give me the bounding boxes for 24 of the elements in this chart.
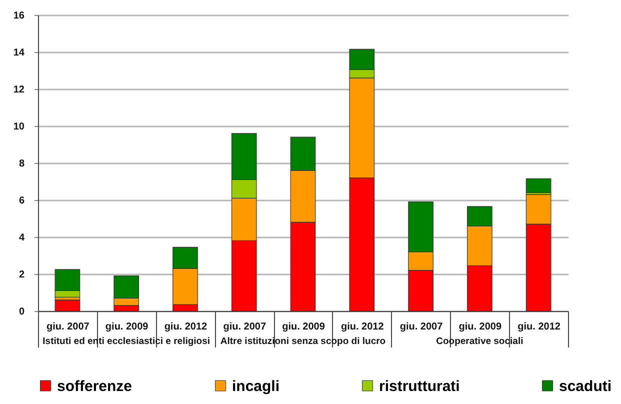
bar: [526, 178, 552, 193]
legend-label: sofferenze: [57, 378, 132, 395]
y-tick-label: 8: [18, 158, 25, 170]
x-tick-label: giu. 2009: [458, 322, 502, 332]
legend-label: ristrutturati: [379, 378, 460, 395]
y-tick-label: 0: [18, 306, 25, 318]
y-tick-label: 10: [13, 122, 25, 132]
y-tick-label: 16: [13, 10, 25, 22]
x-tick-label: giu. 2007: [46, 322, 90, 332]
y-tick-label: 6: [18, 196, 25, 206]
x-tick-label: giu. 2007: [223, 322, 266, 332]
y-tick-label: 14: [13, 48, 25, 58]
x-tick-label: giu. 2012: [340, 322, 384, 332]
x-tick-label: giu. 2012: [518, 322, 561, 332]
legend-label: scaduti: [559, 378, 612, 395]
y-tick-label: 4: [18, 232, 25, 244]
x-tick-label: giu. 2007: [400, 322, 444, 332]
x-tick-label: giu. 2009: [282, 322, 326, 332]
y-tick-label: 12: [13, 84, 25, 96]
x-tick-label: giu. 2012: [164, 322, 208, 332]
legend-label: incagli: [232, 378, 280, 395]
y-tick-label: 2: [18, 270, 25, 280]
bar: [54, 300, 80, 312]
x-tick-label: giu. 2009: [105, 322, 149, 332]
